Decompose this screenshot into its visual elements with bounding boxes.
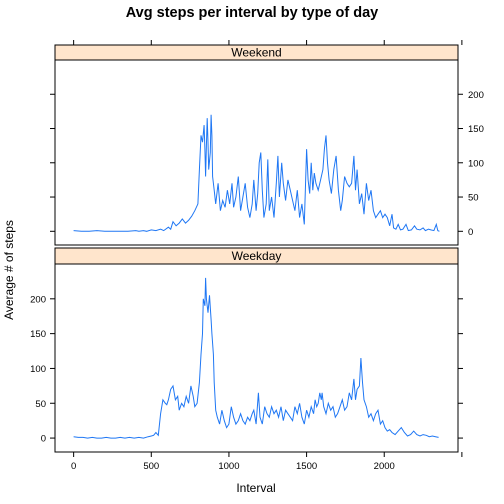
- y-tick-label: 150: [30, 329, 46, 340]
- y-tick-label: 200: [30, 294, 46, 305]
- y-tick-label: 0: [468, 227, 473, 238]
- y-tick-label: 50: [468, 193, 479, 204]
- plot-frame-weekday: [54, 263, 459, 453]
- y-tick-label: 50: [35, 399, 46, 410]
- x-tick-label: 0: [71, 461, 76, 472]
- x-tick-label: 1000: [218, 461, 239, 472]
- x-tick-label: 1500: [296, 461, 317, 472]
- x-axis-label: Interval: [236, 481, 275, 495]
- strip-label-weekend: Weekend: [231, 46, 281, 60]
- plot-frame-weekend: [54, 59, 459, 246]
- axes: 0 500 1000 1500 2000: [71, 40, 463, 472]
- x-tick-label: 2000: [374, 461, 395, 472]
- strip-label-weekday: Weekday: [232, 249, 282, 263]
- y-tick-label: 100: [468, 158, 484, 169]
- panel-weekday: Weekday 0 50 100 150 200: [30, 247, 463, 453]
- y-tick-label: 100: [30, 364, 46, 375]
- series-line-weekday: [73, 277, 439, 439]
- y-tick-label: 200: [468, 90, 484, 101]
- x-tick-label: 500: [143, 461, 159, 472]
- chart-title: Avg steps per interval by type of day: [126, 5, 378, 21]
- y-tick-label: 0: [41, 434, 46, 445]
- series-line-weekend: [73, 114, 440, 232]
- y-tick-label: 150: [468, 124, 484, 135]
- panel-weekend: Weekend 0 50 100 150 200: [50, 44, 484, 246]
- y-axis-label: Average # of steps: [2, 220, 16, 320]
